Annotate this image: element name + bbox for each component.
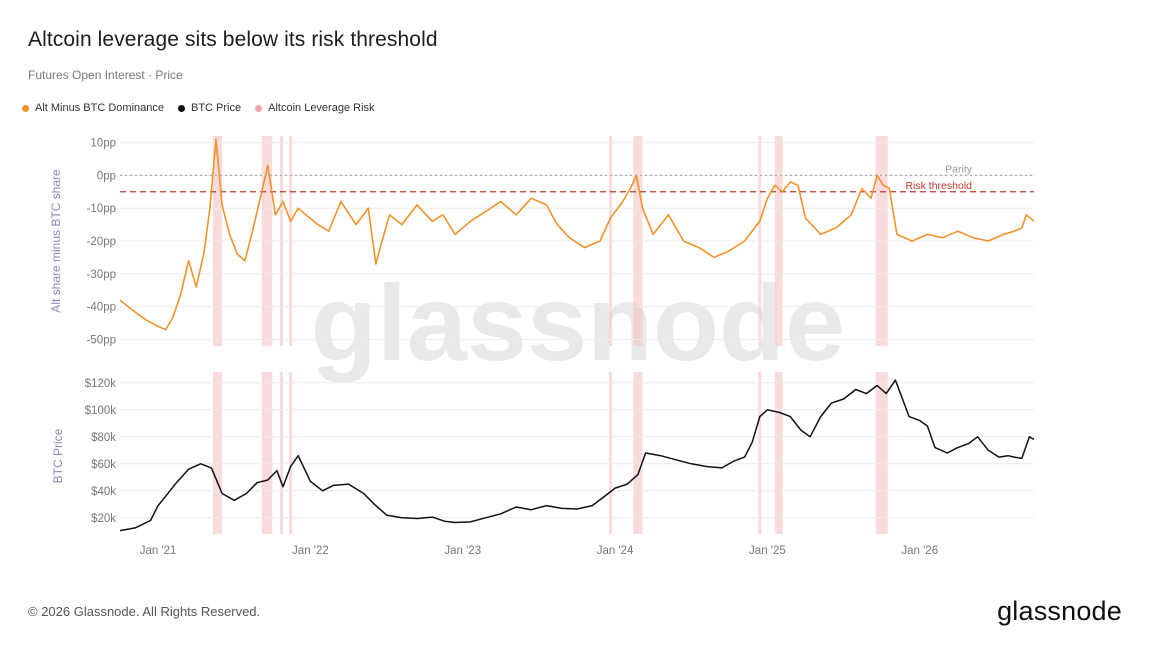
xtick-label-1: Jan '22	[292, 545, 329, 557]
xtick-label-0: Jan '21	[140, 545, 177, 557]
legend-item-alt-minus-btc[interactable]: Alt Minus BTC Dominance	[22, 102, 164, 114]
risk-band-bottom-5	[633, 372, 643, 534]
ytick-label-bottom-0: $20k	[91, 513, 116, 525]
chart-title: Altcoin leverage sits below its risk thr…	[28, 28, 438, 51]
watermark-text: glassnode	[311, 262, 845, 383]
copyright-footer: © 2026 Glassnode. All Rights Reserved.	[28, 604, 261, 619]
ytick-label-bottom-3: $80k	[91, 432, 116, 444]
ytick-label-top-2: -10pp	[87, 203, 116, 215]
risk-band-bottom-8	[875, 372, 888, 534]
ytick-label-top-4: -30pp	[87, 269, 116, 281]
legend-label-alt: Alt Minus BTC Dominance	[35, 102, 164, 114]
legend-swatch-risk	[255, 104, 263, 112]
xtick-label-4: Jan '25	[749, 545, 786, 557]
risk-band-bottom-1	[261, 372, 273, 534]
top-panel: 10pp 0pp -10pp -20pp -30pp -40pp -50pp Alt shar…	[49, 136, 1035, 346]
y-axis-title-bottom: BTC Price	[51, 428, 65, 483]
ytick-label-bottom-2: $60k	[91, 459, 116, 471]
legend-label-btc: BTC Price	[191, 102, 242, 114]
legend-item-leverage-risk[interactable]: Altcoin Leverage Risk	[255, 102, 375, 114]
ytick-label-top-0: 10pp	[90, 138, 116, 150]
ytick-label-top-5: -40pp	[87, 302, 116, 314]
ytick-label-bottom-1: $40k	[91, 486, 116, 498]
bottom-panel: $20k $40k $60k $80k $100k $120k BTC Price Jan '…	[51, 372, 1035, 557]
legend-swatch-btc	[178, 104, 185, 112]
reference-label-0: Parity	[945, 163, 973, 175]
ytick-label-top-6: -50pp	[87, 334, 116, 346]
risk-band-bottom-0	[212, 372, 223, 534]
ytick-label-top-3: -20pp	[87, 236, 116, 248]
chart-subtitle: Futures Open Interest · Price	[28, 68, 183, 82]
ytick-label-bottom-4: $100k	[85, 405, 117, 417]
risk-band-bottom-7	[775, 372, 783, 534]
ytick-label-top-1: 0pp	[97, 170, 116, 182]
reference-label-1: Risk threshold	[905, 180, 972, 192]
risk-band-bottom-3	[289, 372, 293, 534]
series-line-bottom-0	[119, 379, 1035, 532]
ytick-label-bottom-5: $120k	[85, 378, 117, 390]
risk-band-bottom-6	[758, 372, 762, 534]
xtick-label-5: Jan '26	[901, 545, 938, 557]
series-line-top-0	[119, 138, 1035, 331]
xtick-label-2: Jan '23	[444, 545, 481, 557]
legend: Alt Minus BTC Dominance BTC Price Altcoi…	[22, 102, 375, 114]
risk-band-bottom-4	[608, 372, 613, 534]
risk-band-bottom-2	[279, 372, 283, 534]
y-axis-title-top: Alt share minus BTC share	[49, 169, 63, 313]
legend-swatch-alt	[22, 104, 29, 112]
legend-item-btc-price[interactable]: BTC Price	[178, 102, 241, 114]
xtick-label-3: Jan '24	[597, 545, 634, 557]
legend-label-risk: Altcoin Leverage Risk	[268, 102, 375, 114]
brand-logo[interactable]: glassnode	[997, 596, 1122, 626]
